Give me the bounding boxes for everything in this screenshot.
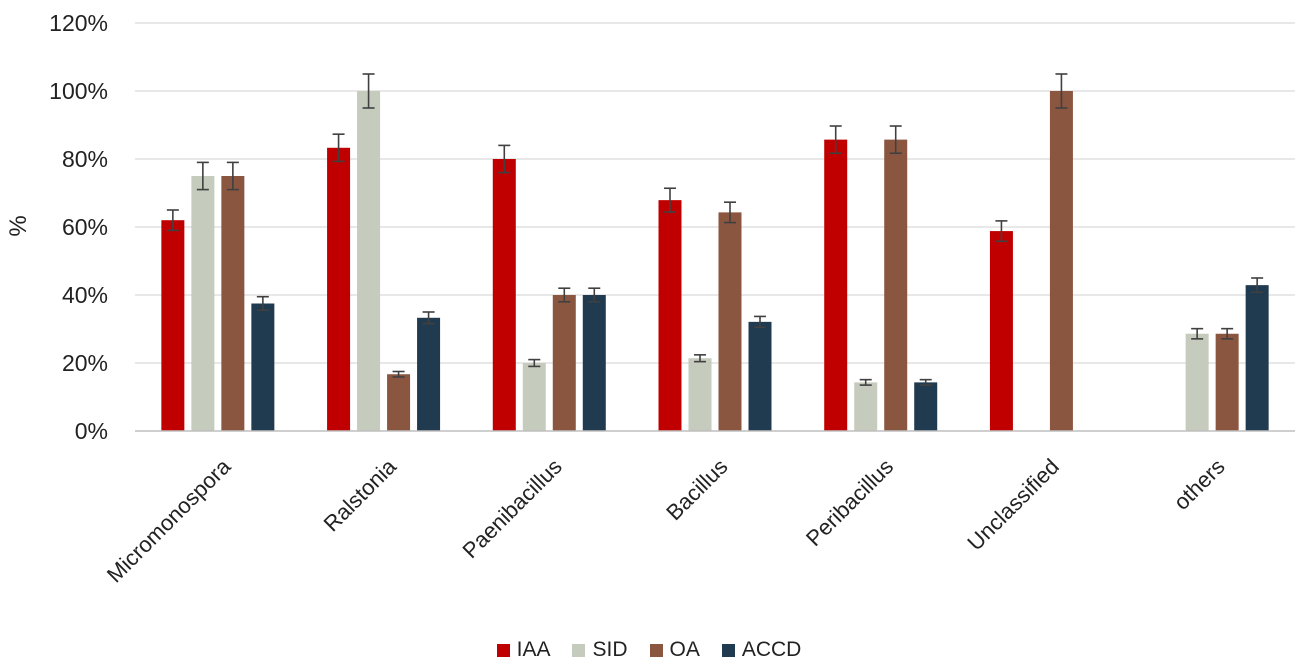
legend-label: OA	[669, 638, 700, 661]
bar	[327, 147, 351, 431]
y-axis-ticks: 0% 20% 40% 60% 80% 100% 120%	[49, 10, 108, 444]
legend: IAA SID OA ACCD	[0, 638, 1298, 662]
legend-label: SID	[592, 638, 628, 661]
x-tick-label: Peribacillus	[801, 454, 898, 551]
bar	[989, 231, 1013, 431]
legend-swatch	[572, 643, 586, 657]
y-tick-label: 60%	[62, 214, 108, 240]
y-tick-label: 100%	[49, 78, 108, 104]
bar	[251, 303, 275, 431]
bar	[884, 139, 908, 431]
bar	[1049, 91, 1073, 431]
legend-item: SID	[572, 638, 628, 662]
bar	[1215, 333, 1239, 431]
error-bars	[166, 73, 1264, 386]
x-tick-label: Bacillus	[661, 454, 732, 525]
x-tick-label: Ralstonia	[319, 453, 402, 536]
y-axis-label: %	[5, 215, 32, 236]
bar	[522, 363, 546, 431]
legend-item: IAA	[496, 638, 551, 662]
legend-swatch	[721, 643, 735, 657]
x-axis-ticks: Micromonospora Ralstonia Paenibacillus Baci…	[102, 453, 1230, 587]
bar	[221, 176, 245, 431]
bar	[914, 382, 938, 431]
bar	[854, 382, 878, 431]
y-tick-label: 80%	[62, 146, 108, 172]
x-tick-label: others	[1169, 454, 1230, 515]
x-tick-label: Paenibacillus	[457, 454, 566, 563]
y-tick-label: 120%	[49, 10, 108, 36]
y-tick-label: 40%	[62, 282, 108, 308]
bar	[387, 374, 411, 431]
bar	[748, 321, 772, 431]
bar	[552, 295, 576, 431]
bar	[688, 358, 712, 431]
bar	[658, 200, 682, 431]
bar	[161, 220, 185, 431]
legend-label: IAA	[516, 638, 551, 661]
y-tick-label: 20%	[62, 350, 108, 376]
bars	[161, 91, 1269, 431]
legend-item: OA	[649, 638, 700, 662]
x-tick-label: Micromonospora	[102, 453, 236, 587]
bar	[824, 139, 848, 431]
bar	[191, 176, 215, 431]
legend-item: ACCD	[721, 638, 802, 662]
bar	[357, 91, 381, 431]
legend-swatch	[649, 643, 663, 657]
bar	[492, 159, 516, 431]
legend-swatch	[496, 643, 510, 657]
bar	[1185, 333, 1209, 431]
x-tick-label: Unclassified	[962, 454, 1064, 556]
bar	[718, 212, 742, 431]
legend-label: ACCD	[741, 638, 802, 661]
bar	[582, 295, 606, 431]
bar	[1245, 285, 1269, 431]
gridlines	[135, 22, 1295, 364]
bar	[417, 317, 441, 431]
y-tick-label: 0%	[75, 418, 108, 444]
